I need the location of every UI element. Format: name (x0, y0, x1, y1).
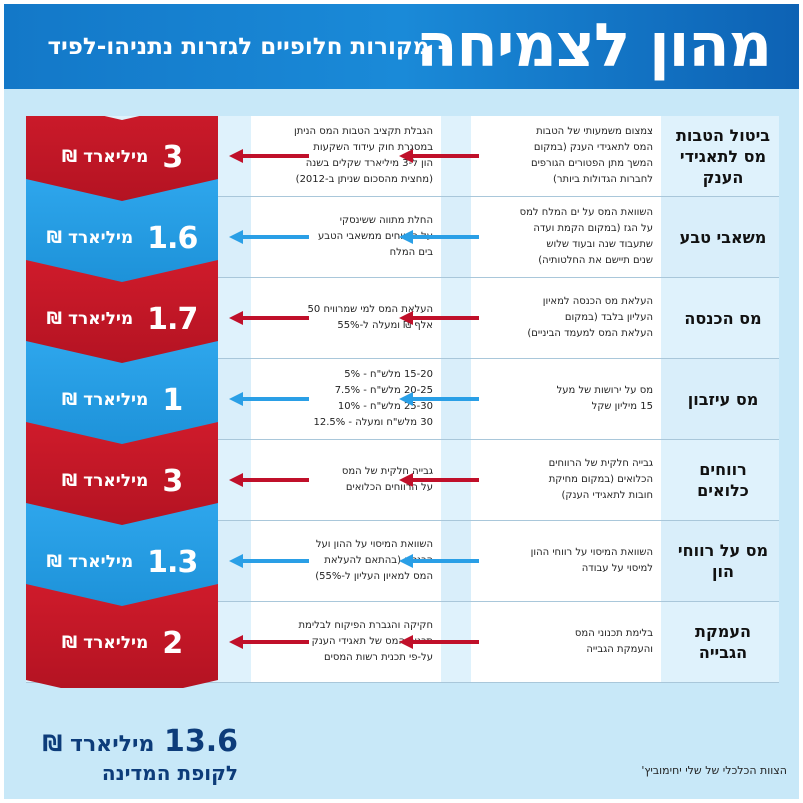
row-label: העמקת הגבייה (695, 622, 751, 662)
amount-value: 1.3 (147, 544, 198, 580)
left-arrow-icon (229, 554, 309, 568)
proposal-text: גבייה חלקית של המס על הרווחים הכלואים (341, 466, 433, 493)
row-label: רווחים כלואים (697, 460, 749, 500)
row-label: מס הכנסה (684, 308, 762, 328)
current-policy-cell: העלאת מס הכנסה למאיון העליון בלבד (במקום… (471, 278, 661, 358)
proposals-table: ביטול הטבות מס לתאגידי הענק צמצום משמעותי… (26, 116, 779, 688)
current-policy-text: צמצום משמעותי של הטבות המס לתאגידי הענק … (530, 126, 653, 185)
amount-unit: מיליארד ₪ (61, 471, 149, 491)
current-policy-text: מס על ירושות של מעל 15 מיליון שקל (556, 385, 653, 412)
left-arrow-icon (229, 311, 309, 325)
current-policy-cell: בלימת תכנוני המס והעמקת הגבייה (471, 602, 661, 682)
total-value: 13.6 (163, 724, 238, 759)
amount-unit: מיליארד ₪ (61, 633, 149, 653)
left-arrow-icon (399, 311, 479, 325)
total-unit: מיליארד ₪ (42, 732, 155, 757)
left-arrow-icon (399, 635, 479, 649)
current-policy-cell: השוואת המס על ים המלח למס על הגז (במקום … (471, 197, 661, 277)
current-policy-cell: צמצום משמעותי של הטבות המס לתאגידי הענק … (471, 116, 661, 196)
total-amount: 13.6 מיליארד ₪ (28, 724, 238, 759)
current-policy-text: העלאת מס הכנסה למאיון העליון בלבד (במקום… (527, 296, 653, 339)
amount-value: 1 (162, 382, 183, 418)
infographic: מהון לצמיחה - מקורות חלופיים לגזרות נתני… (4, 4, 799, 799)
amount-unit: מיליארד ₪ (46, 552, 134, 572)
page-subtitle: - מקורות חלופיים לגזרות נתניהו-לפיד (47, 34, 447, 60)
left-arrow-icon (229, 473, 309, 487)
amount-unit: מיליארד ₪ (61, 147, 149, 167)
total-caption: לקופת המדינה (101, 761, 238, 785)
current-policy-text: גבייה חלקית של הרווחים הכלואים (במקום מח… (548, 458, 653, 501)
amount-value: 1.6 (147, 220, 198, 256)
current-policy-text: השוואת המס על ים המלח למס על הגז (במקום … (519, 207, 653, 266)
amount-unit: מיליארד ₪ (46, 228, 134, 248)
row-label: משאבי טבע (679, 227, 767, 247)
amount-value: 2 (162, 625, 183, 661)
current-policy-text: בלימת תכנוני המס והעמקת הגבייה (574, 628, 653, 655)
proposal-text: 15-20 מלש"ח - 5% 20-25 מלש"ח - 7.5% 25-3… (313, 369, 433, 428)
table-row: ביטול הטבות מס לתאגידי הענק צמצום משמעותי… (26, 116, 779, 197)
row-label: מס על רווחי הון (677, 541, 769, 581)
left-arrow-icon (399, 473, 479, 487)
left-arrow-icon (399, 392, 479, 406)
row-label: מס עיזבון (687, 389, 759, 409)
amount-value: 3 (162, 139, 183, 175)
amount-chevron: 2 מיליארד ₪ (26, 584, 218, 688)
left-arrow-icon (229, 635, 309, 649)
left-arrow-icon (229, 230, 309, 244)
proposal-text: העלאת המס למי שמרוויח 50 אלף ₪ ומעלה ל-5… (307, 304, 433, 331)
page-title: מהון לצמיחה (416, 11, 772, 81)
left-arrow-icon (399, 230, 479, 244)
current-policy-cell: מס על ירושות של מעל 15 מיליון שקל (471, 359, 661, 439)
amount-value: 3 (162, 463, 183, 499)
proposal-text: הגבלת תקציב הטבות המס הניתן במסגרת חוק ע… (293, 126, 433, 185)
current-policy-cell: השוואת המיסוי על רווחי ההון למיסוי על עב… (471, 521, 661, 601)
amount-value: 1.7 (147, 301, 198, 337)
current-policy-text: השוואת המיסוי על רווחי ההון למיסוי על עב… (530, 547, 653, 574)
row-label: ביטול הטבות מס לתאגידי הענק (675, 125, 771, 187)
left-arrow-icon (399, 149, 479, 163)
left-arrow-icon (229, 392, 309, 406)
left-arrow-icon (399, 554, 479, 568)
header-banner: מהון לצמיחה - מקורות חלופיים לגזרות נתני… (4, 4, 799, 89)
credit-line: הצוות הכלכלי של שלי יחימוביץ' (641, 764, 787, 777)
left-arrow-icon (229, 149, 309, 163)
current-policy-cell: גבייה חלקית של הרווחים הכלואים (במקום מח… (471, 440, 661, 520)
amount-unit: מיליארד ₪ (46, 309, 134, 329)
amount-unit: מיליארד ₪ (61, 390, 149, 410)
